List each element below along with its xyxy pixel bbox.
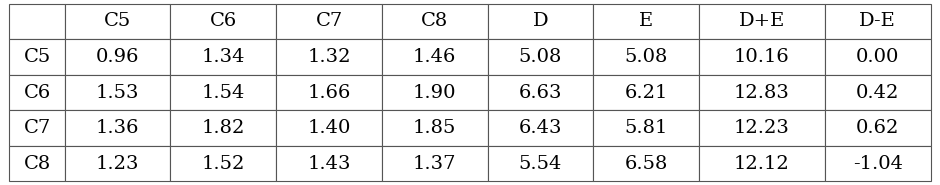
Bar — [276, 39, 382, 75]
Text: C8: C8 — [421, 12, 448, 31]
Text: 6.43: 6.43 — [519, 119, 562, 137]
Bar — [825, 75, 931, 110]
Text: 0.96: 0.96 — [96, 48, 139, 66]
Text: 5.08: 5.08 — [519, 48, 562, 66]
Bar — [9, 75, 65, 110]
Bar — [593, 110, 699, 146]
Text: C6: C6 — [210, 12, 237, 31]
Bar — [9, 110, 65, 146]
Bar — [593, 146, 699, 181]
Text: E: E — [639, 12, 653, 31]
Bar — [65, 39, 170, 75]
Text: C8: C8 — [24, 154, 51, 173]
Text: C5: C5 — [104, 12, 132, 31]
Bar — [488, 4, 593, 39]
Text: 1.23: 1.23 — [96, 154, 139, 173]
Bar — [593, 39, 699, 75]
Text: 1.52: 1.52 — [202, 154, 245, 173]
Bar — [65, 110, 170, 146]
Bar — [170, 146, 276, 181]
Text: 1.46: 1.46 — [413, 48, 457, 66]
Bar — [170, 110, 276, 146]
Bar — [593, 4, 699, 39]
Bar — [276, 146, 382, 181]
Bar — [382, 4, 488, 39]
Text: C6: C6 — [24, 83, 51, 102]
Bar — [276, 110, 382, 146]
Text: 1.36: 1.36 — [96, 119, 139, 137]
Text: 12.83: 12.83 — [734, 83, 790, 102]
Text: 10.16: 10.16 — [734, 48, 790, 66]
Bar — [170, 39, 276, 75]
Text: D+E: D+E — [739, 12, 785, 31]
Bar — [276, 75, 382, 110]
Bar — [488, 146, 593, 181]
Bar — [9, 4, 65, 39]
Text: D: D — [533, 12, 548, 31]
Bar — [593, 75, 699, 110]
Bar — [65, 75, 170, 110]
Bar — [699, 110, 825, 146]
Text: 1.40: 1.40 — [307, 119, 351, 137]
Bar — [488, 110, 593, 146]
Bar — [699, 39, 825, 75]
Text: 6.21: 6.21 — [624, 83, 668, 102]
Text: 1.37: 1.37 — [413, 154, 457, 173]
Text: 6.63: 6.63 — [519, 83, 562, 102]
Bar — [825, 39, 931, 75]
Bar — [488, 39, 593, 75]
Text: 0.42: 0.42 — [856, 83, 900, 102]
Bar — [9, 146, 65, 181]
Text: C7: C7 — [316, 12, 343, 31]
Text: 12.12: 12.12 — [734, 154, 790, 173]
Bar — [699, 4, 825, 39]
Bar — [382, 39, 488, 75]
Bar — [699, 146, 825, 181]
Text: 1.85: 1.85 — [413, 119, 457, 137]
Text: 1.82: 1.82 — [202, 119, 245, 137]
Bar — [65, 4, 170, 39]
Text: 1.43: 1.43 — [307, 154, 351, 173]
Bar — [9, 39, 65, 75]
Text: 1.53: 1.53 — [96, 83, 139, 102]
Bar — [65, 146, 170, 181]
Text: 0.00: 0.00 — [856, 48, 900, 66]
Text: 1.90: 1.90 — [413, 83, 457, 102]
Text: 1.54: 1.54 — [202, 83, 245, 102]
Text: 5.54: 5.54 — [519, 154, 562, 173]
Text: 0.62: 0.62 — [856, 119, 900, 137]
Text: 1.34: 1.34 — [201, 48, 245, 66]
Text: -1.04: -1.04 — [853, 154, 902, 173]
Bar — [382, 75, 488, 110]
Bar — [170, 75, 276, 110]
Text: 12.23: 12.23 — [734, 119, 790, 137]
Bar — [170, 4, 276, 39]
Bar — [825, 4, 931, 39]
Bar — [276, 4, 382, 39]
Text: C7: C7 — [24, 119, 51, 137]
Bar — [825, 110, 931, 146]
Bar — [825, 146, 931, 181]
Bar — [382, 110, 488, 146]
Text: 1.66: 1.66 — [307, 83, 351, 102]
Text: D-E: D-E — [859, 12, 896, 31]
Bar — [699, 75, 825, 110]
Text: 1.32: 1.32 — [307, 48, 351, 66]
Bar — [488, 75, 593, 110]
Text: C5: C5 — [24, 48, 51, 66]
Text: 5.81: 5.81 — [624, 119, 668, 137]
Bar — [382, 146, 488, 181]
Text: 6.58: 6.58 — [624, 154, 668, 173]
Text: 5.08: 5.08 — [624, 48, 668, 66]
